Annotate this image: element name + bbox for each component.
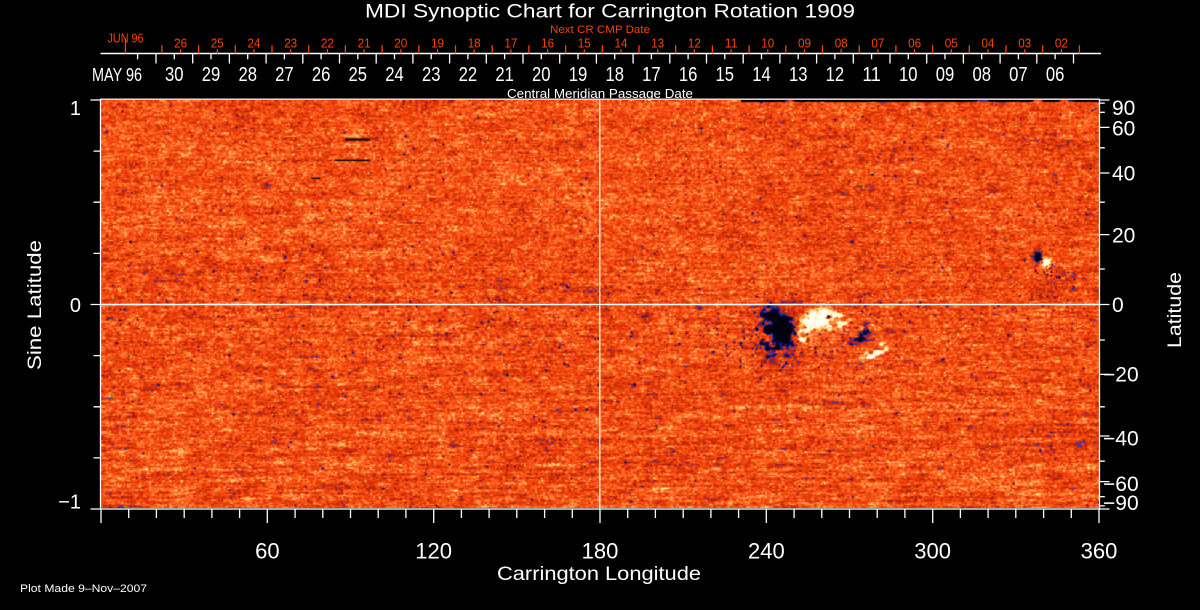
svg-text:Carrington Longitude: Carrington Longitude	[497, 563, 701, 585]
svg-text:06: 06	[1046, 64, 1065, 86]
svg-text:MAY 96: MAY 96	[92, 65, 142, 85]
svg-text:−90: −90	[1103, 492, 1139, 515]
svg-text:14: 14	[752, 64, 771, 86]
svg-text:25: 25	[211, 36, 224, 51]
svg-text:09: 09	[936, 64, 955, 86]
svg-text:18: 18	[605, 64, 624, 86]
svg-text:11: 11	[725, 36, 738, 51]
svg-text:02: 02	[1055, 36, 1068, 51]
svg-text:19: 19	[431, 36, 444, 51]
svg-text:20: 20	[1112, 225, 1135, 248]
svg-text:90: 90	[1112, 97, 1135, 120]
svg-text:27: 27	[275, 64, 294, 86]
svg-text:Latitude: Latitude	[1164, 272, 1186, 348]
svg-text:21: 21	[495, 64, 514, 86]
svg-text:17: 17	[642, 64, 661, 86]
svg-text:15: 15	[578, 36, 591, 51]
svg-text:13: 13	[789, 64, 808, 86]
svg-text:60: 60	[255, 539, 279, 564]
svg-text:12: 12	[688, 36, 701, 51]
svg-text:09: 09	[798, 36, 811, 51]
svg-text:15: 15	[716, 64, 735, 86]
svg-text:360: 360	[1081, 539, 1118, 564]
svg-text:24: 24	[248, 36, 261, 51]
svg-text:240: 240	[748, 539, 785, 564]
svg-text:180: 180	[582, 539, 619, 564]
svg-text:Central Meridian Passage Date: Central Meridian Passage Date	[507, 87, 693, 101]
svg-text:18: 18	[468, 36, 481, 51]
svg-text:26: 26	[312, 64, 331, 86]
svg-text:0: 0	[1112, 294, 1124, 317]
svg-text:30: 30	[165, 64, 184, 86]
svg-text:40: 40	[1112, 163, 1135, 186]
svg-text:0: 0	[70, 295, 81, 317]
svg-text:07: 07	[1009, 64, 1028, 86]
svg-text:10: 10	[761, 36, 774, 51]
svg-text:04: 04	[982, 36, 995, 51]
svg-text:Sine Latitude: Sine Latitude	[24, 240, 46, 370]
svg-text:16: 16	[541, 36, 554, 51]
svg-text:28: 28	[238, 64, 257, 86]
svg-text:25: 25	[349, 64, 368, 86]
svg-text:07: 07	[871, 36, 884, 51]
svg-text:120: 120	[415, 539, 452, 564]
svg-text:Next CR CMP Date: Next CR CMP Date	[550, 24, 650, 36]
svg-text:05: 05	[945, 36, 958, 51]
svg-text:20: 20	[532, 64, 551, 86]
svg-text:13: 13	[651, 36, 664, 51]
svg-text:08: 08	[972, 64, 991, 86]
svg-text:03: 03	[1018, 36, 1031, 51]
svg-text:26: 26	[174, 36, 187, 51]
svg-text:29: 29	[202, 64, 221, 86]
svg-text:−60: −60	[1103, 473, 1139, 496]
svg-text:16: 16	[679, 64, 698, 86]
svg-text:1: 1	[70, 98, 81, 120]
svg-text:11: 11	[862, 64, 881, 86]
svg-text:14: 14	[615, 36, 628, 51]
svg-text:MDI Synoptic Chart for Carring: MDI Synoptic Chart for Carrington Rotati…	[365, 2, 855, 23]
svg-text:17: 17	[504, 36, 517, 51]
svg-text:24: 24	[385, 64, 404, 86]
svg-text:08: 08	[835, 36, 848, 51]
svg-text:10: 10	[899, 64, 918, 86]
svg-text:23: 23	[422, 64, 441, 86]
svg-text:06: 06	[908, 36, 921, 51]
svg-text:21: 21	[358, 36, 371, 51]
svg-text:−40: −40	[1103, 428, 1139, 451]
svg-text:12: 12	[826, 64, 845, 86]
svg-text:60: 60	[1112, 118, 1135, 141]
svg-text:−1: −1	[58, 492, 81, 514]
svg-text:Plot Made 9–Nov–2007: Plot Made 9–Nov–2007	[20, 583, 147, 595]
svg-text:23: 23	[284, 36, 297, 51]
svg-text:−20: −20	[1103, 364, 1139, 387]
svg-text:300: 300	[914, 539, 951, 564]
svg-text:JUN 96: JUN 96	[108, 31, 144, 46]
svg-text:22: 22	[321, 36, 334, 51]
svg-text:22: 22	[459, 64, 478, 86]
svg-text:19: 19	[569, 64, 588, 86]
svg-text:20: 20	[394, 36, 407, 51]
